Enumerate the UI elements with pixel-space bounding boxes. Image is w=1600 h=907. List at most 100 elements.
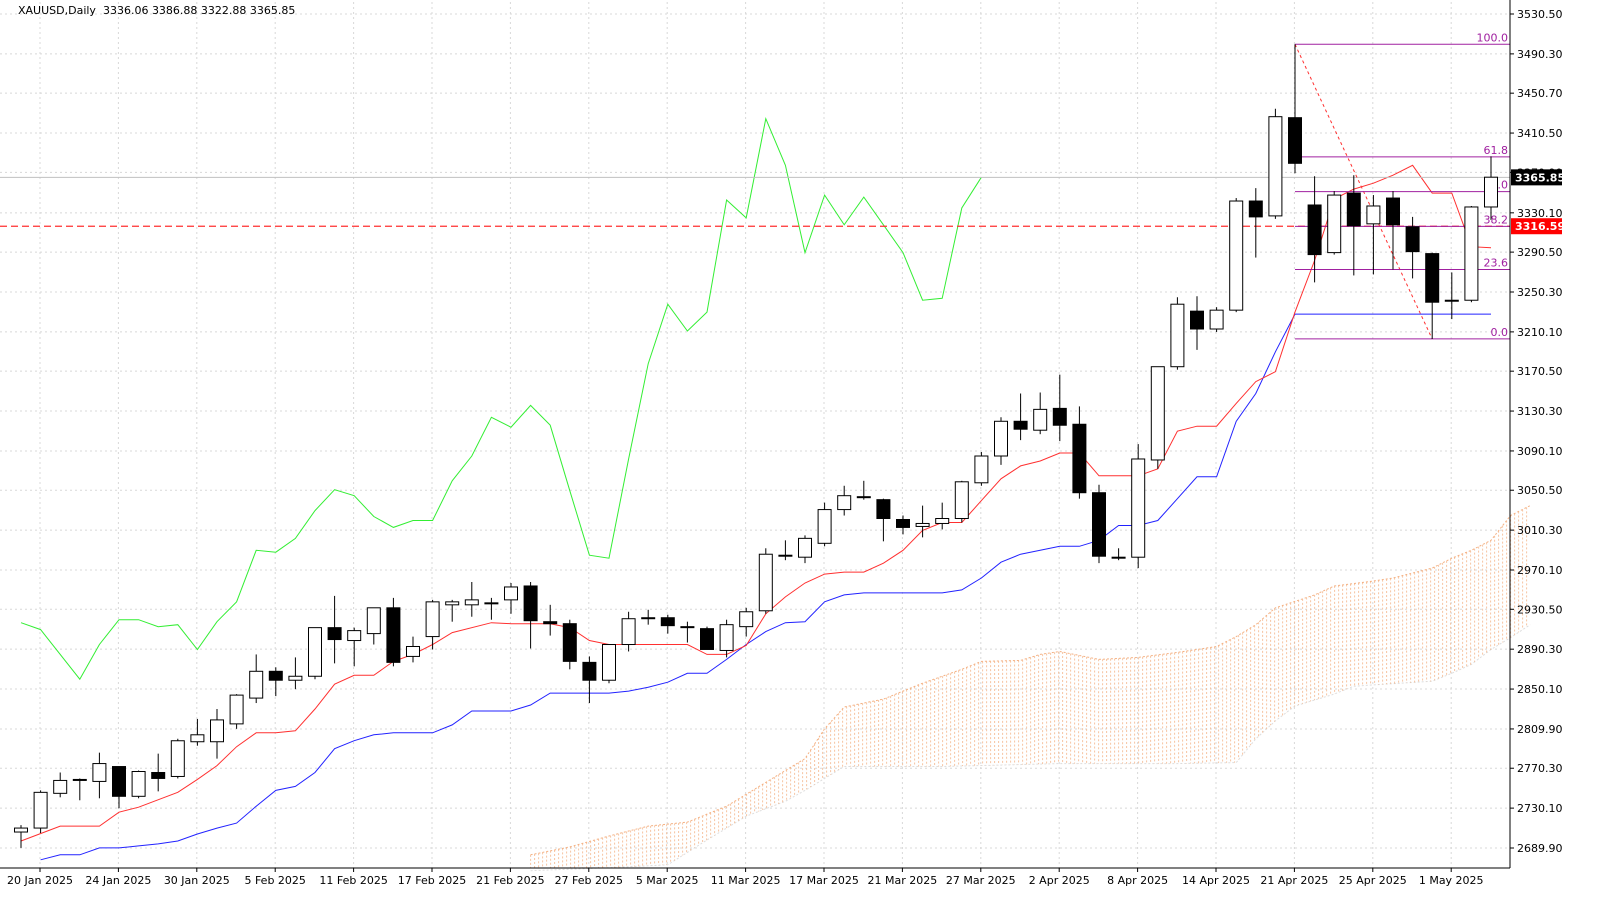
candlesticks [14, 44, 1498, 848]
candle-body-bullish [406, 645, 420, 657]
candle-body-bearish [1405, 226, 1420, 253]
y-tick-label: 3410.50 [1517, 127, 1563, 140]
candle-body-bearish [523, 585, 538, 622]
level-price-tag-text: 3316.59 [1515, 220, 1565, 233]
candle [229, 694, 244, 729]
x-tick-label: 27 Feb 2025 [555, 874, 623, 887]
candle-body-bullish [915, 522, 930, 527]
candle [53, 772, 68, 798]
x-tick-label: 11 Feb 2025 [319, 874, 387, 887]
candle-body-bullish [1033, 408, 1048, 431]
candle [151, 753, 166, 792]
x-tick-label: 17 Mar 2025 [789, 874, 859, 887]
candle-body-bearish [484, 602, 499, 605]
candle-body-bullish [92, 763, 107, 782]
candle-body-bullish [1131, 458, 1146, 558]
candle [778, 540, 793, 561]
candle-body-bullish [778, 554, 793, 557]
candle [1190, 296, 1204, 350]
candle [1052, 374, 1067, 442]
x-tick-label: 17 Feb 2025 [398, 874, 466, 887]
fibonacci-level-label: 61.8 [1484, 144, 1509, 157]
candle-body-bullish [131, 771, 146, 797]
y-tick-label: 3330.10 [1517, 207, 1563, 220]
ichimoku-cloud [530, 505, 1531, 872]
candle-body-bearish [327, 627, 342, 641]
y-tick-label: 3530.50 [1517, 8, 1563, 21]
x-tick-label: 20 Jan 2025 [7, 874, 73, 887]
candle [1307, 176, 1322, 283]
candle-body-bearish [876, 499, 891, 520]
x-tick-label: 21 Apr 2025 [1260, 874, 1328, 887]
candle [1444, 272, 1459, 320]
candle-body-bearish [1013, 420, 1028, 430]
candle [1033, 392, 1048, 435]
horizontal-level[interactable] [0, 176, 1510, 227]
candle-body-bullish [1229, 200, 1244, 311]
candle [1111, 548, 1126, 561]
candle-body-bearish [1288, 117, 1302, 164]
candle [915, 505, 930, 538]
candle-body-bearish [1346, 192, 1361, 227]
candle-body-bullish [288, 675, 303, 681]
candle-body-bearish [1386, 197, 1400, 226]
y-tick-label: 2730.10 [1517, 802, 1563, 815]
candle [994, 417, 1008, 465]
y-tick-label: 3090.10 [1517, 445, 1563, 458]
candle [660, 614, 675, 634]
candle-body-bullish [445, 601, 460, 606]
candle [1386, 191, 1400, 270]
candle-body-bullish [739, 611, 754, 628]
candle [366, 607, 381, 645]
candle [1248, 188, 1263, 258]
candle-body-bullish [229, 694, 244, 725]
candle [1170, 297, 1185, 370]
candle-body-bullish [994, 420, 1008, 457]
candle [1013, 393, 1028, 441]
candle [719, 619, 734, 658]
candle-body-bearish [386, 607, 401, 663]
candle-body-bullish [1209, 309, 1224, 330]
candle-body-bearish [700, 628, 714, 650]
y-tick-label: 2770.30 [1517, 762, 1563, 775]
candle [1092, 484, 1106, 564]
x-tick-label: 27 Mar 2025 [946, 874, 1016, 887]
y-tick-label: 3050.50 [1517, 484, 1563, 497]
symbol-timeframe: XAUUSD,Daily [18, 4, 96, 17]
current-price-tag: 3365.85 [1511, 169, 1565, 186]
candle-body-bullish [249, 670, 264, 699]
candle-body-bearish [562, 623, 577, 662]
candle-body-bearish [1111, 556, 1126, 559]
tenkan-sen-line [20, 164, 1492, 842]
candle-body-bullish [504, 586, 518, 601]
y-tick-label: 3490.30 [1517, 48, 1563, 61]
y-tick-label: 2689.90 [1517, 842, 1563, 855]
candle-body-bearish [1190, 310, 1204, 330]
level-price-tag-bg [1511, 218, 1562, 235]
candle [406, 636, 420, 663]
candle [1464, 205, 1479, 303]
candle [268, 667, 283, 697]
x-tick-label: 21 Feb 2025 [476, 874, 544, 887]
candle [621, 611, 636, 652]
candle [954, 480, 969, 523]
candle [249, 654, 264, 704]
candle-body-bearish [151, 771, 166, 779]
candle [896, 515, 910, 535]
candle-body-bullish [641, 617, 656, 620]
x-tick-label: 24 Jan 2025 [85, 874, 151, 887]
y-tick-label: 2930.50 [1517, 603, 1563, 616]
candle [1366, 195, 1381, 275]
candle [445, 599, 460, 622]
candle-body-bearish [543, 621, 558, 625]
y-tick-label: 3290.50 [1517, 246, 1563, 259]
x-tick-label: 5 Feb 2025 [244, 874, 305, 887]
candle [386, 597, 401, 667]
candle-body-bullish [210, 719, 224, 743]
candle [170, 738, 185, 779]
candle [14, 825, 28, 848]
candle [798, 535, 812, 564]
y-tick-label: 3170.50 [1517, 365, 1563, 378]
